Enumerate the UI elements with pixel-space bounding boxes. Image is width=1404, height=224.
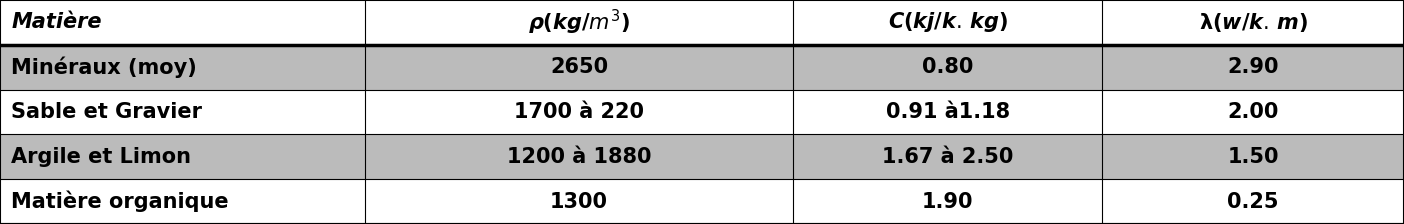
Text: 0.80: 0.80	[922, 57, 973, 77]
Text: 2.00: 2.00	[1227, 102, 1279, 122]
Text: 1300: 1300	[550, 192, 608, 212]
Bar	[1102, 0, 1404, 45]
Text: $\boldsymbol{\lambda(w/k.\,m)}$: $\boldsymbol{\lambda(w/k.\,m)}$	[1199, 11, 1307, 34]
Text: $\boldsymbol{\rho}$$\mathbf{(}$$\boldsymbol{kg/m^3}$$\mathbf{)}$: $\boldsymbol{\rho}$$\mathbf{(}$$\boldsym…	[528, 8, 630, 37]
Text: Minéraux (moy): Minéraux (moy)	[11, 56, 197, 78]
Bar	[793, 179, 1102, 224]
Bar	[0, 134, 365, 179]
Bar	[1102, 45, 1404, 90]
Bar	[0, 90, 365, 134]
Bar	[793, 45, 1102, 90]
Bar	[0, 45, 365, 90]
Text: Matière organique: Matière organique	[11, 191, 229, 212]
Text: $\boldsymbol{C(kj/k.\,kg)}$: $\boldsymbol{C(kj/k.\,kg)}$	[887, 10, 1008, 34]
Bar	[793, 0, 1102, 45]
Bar	[365, 45, 793, 90]
Bar	[793, 134, 1102, 179]
Text: 1.67 à 2.50: 1.67 à 2.50	[882, 147, 1014, 167]
Bar	[0, 0, 365, 45]
Text: Sable et Gravier: Sable et Gravier	[11, 102, 202, 122]
Bar	[1102, 134, 1404, 179]
Bar	[793, 90, 1102, 134]
Text: 1700 à 220: 1700 à 220	[514, 102, 644, 122]
Text: Matière: Matière	[11, 12, 101, 32]
Text: 2650: 2650	[550, 57, 608, 77]
Bar	[365, 134, 793, 179]
Bar	[365, 0, 793, 45]
Text: 1.90: 1.90	[922, 192, 973, 212]
Text: 2.90: 2.90	[1227, 57, 1279, 77]
Text: 0.25: 0.25	[1227, 192, 1279, 212]
Text: 1200 à 1880: 1200 à 1880	[507, 147, 651, 167]
Bar	[1102, 90, 1404, 134]
Bar	[365, 179, 793, 224]
Bar	[365, 90, 793, 134]
Text: 0.91 à1.18: 0.91 à1.18	[886, 102, 1009, 122]
Text: 1.50: 1.50	[1227, 147, 1279, 167]
Bar	[1102, 179, 1404, 224]
Text: Argile et Limon: Argile et Limon	[11, 147, 191, 167]
Bar	[0, 179, 365, 224]
